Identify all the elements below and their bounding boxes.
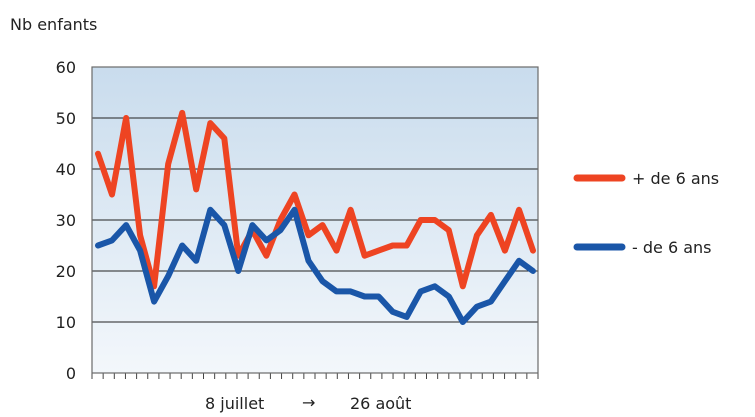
y-tick-label: 0 (66, 364, 76, 383)
y-tick-label: 50 (56, 109, 76, 128)
x-axis-label-start: 8 juillet (205, 394, 264, 413)
y-axis-label: Nb enfants (10, 15, 97, 34)
y-tick-label: 10 (56, 313, 76, 332)
legend-label-0: + de 6 ans (632, 169, 719, 188)
y-tick-label: 40 (56, 160, 76, 179)
series-line-0 (95, 109, 536, 290)
y-tick-label: 20 (56, 262, 76, 281)
legend-label-1: - de 6 ans (632, 238, 712, 257)
series-lines (95, 109, 536, 325)
y-tick-label: 60 (56, 58, 76, 77)
y-tick-label: 30 (56, 211, 76, 230)
legend: + de 6 ans - de 6 ans (573, 169, 719, 257)
plot-border (91, 66, 539, 374)
x-axis-label-arrow: → (302, 393, 315, 412)
x-axis-label-end: 26 août (350, 394, 411, 413)
x-tick-marks (91, 373, 539, 379)
y-tick-labels: 0 10 20 30 40 50 60 (56, 58, 76, 383)
series-line-1 (95, 206, 536, 325)
